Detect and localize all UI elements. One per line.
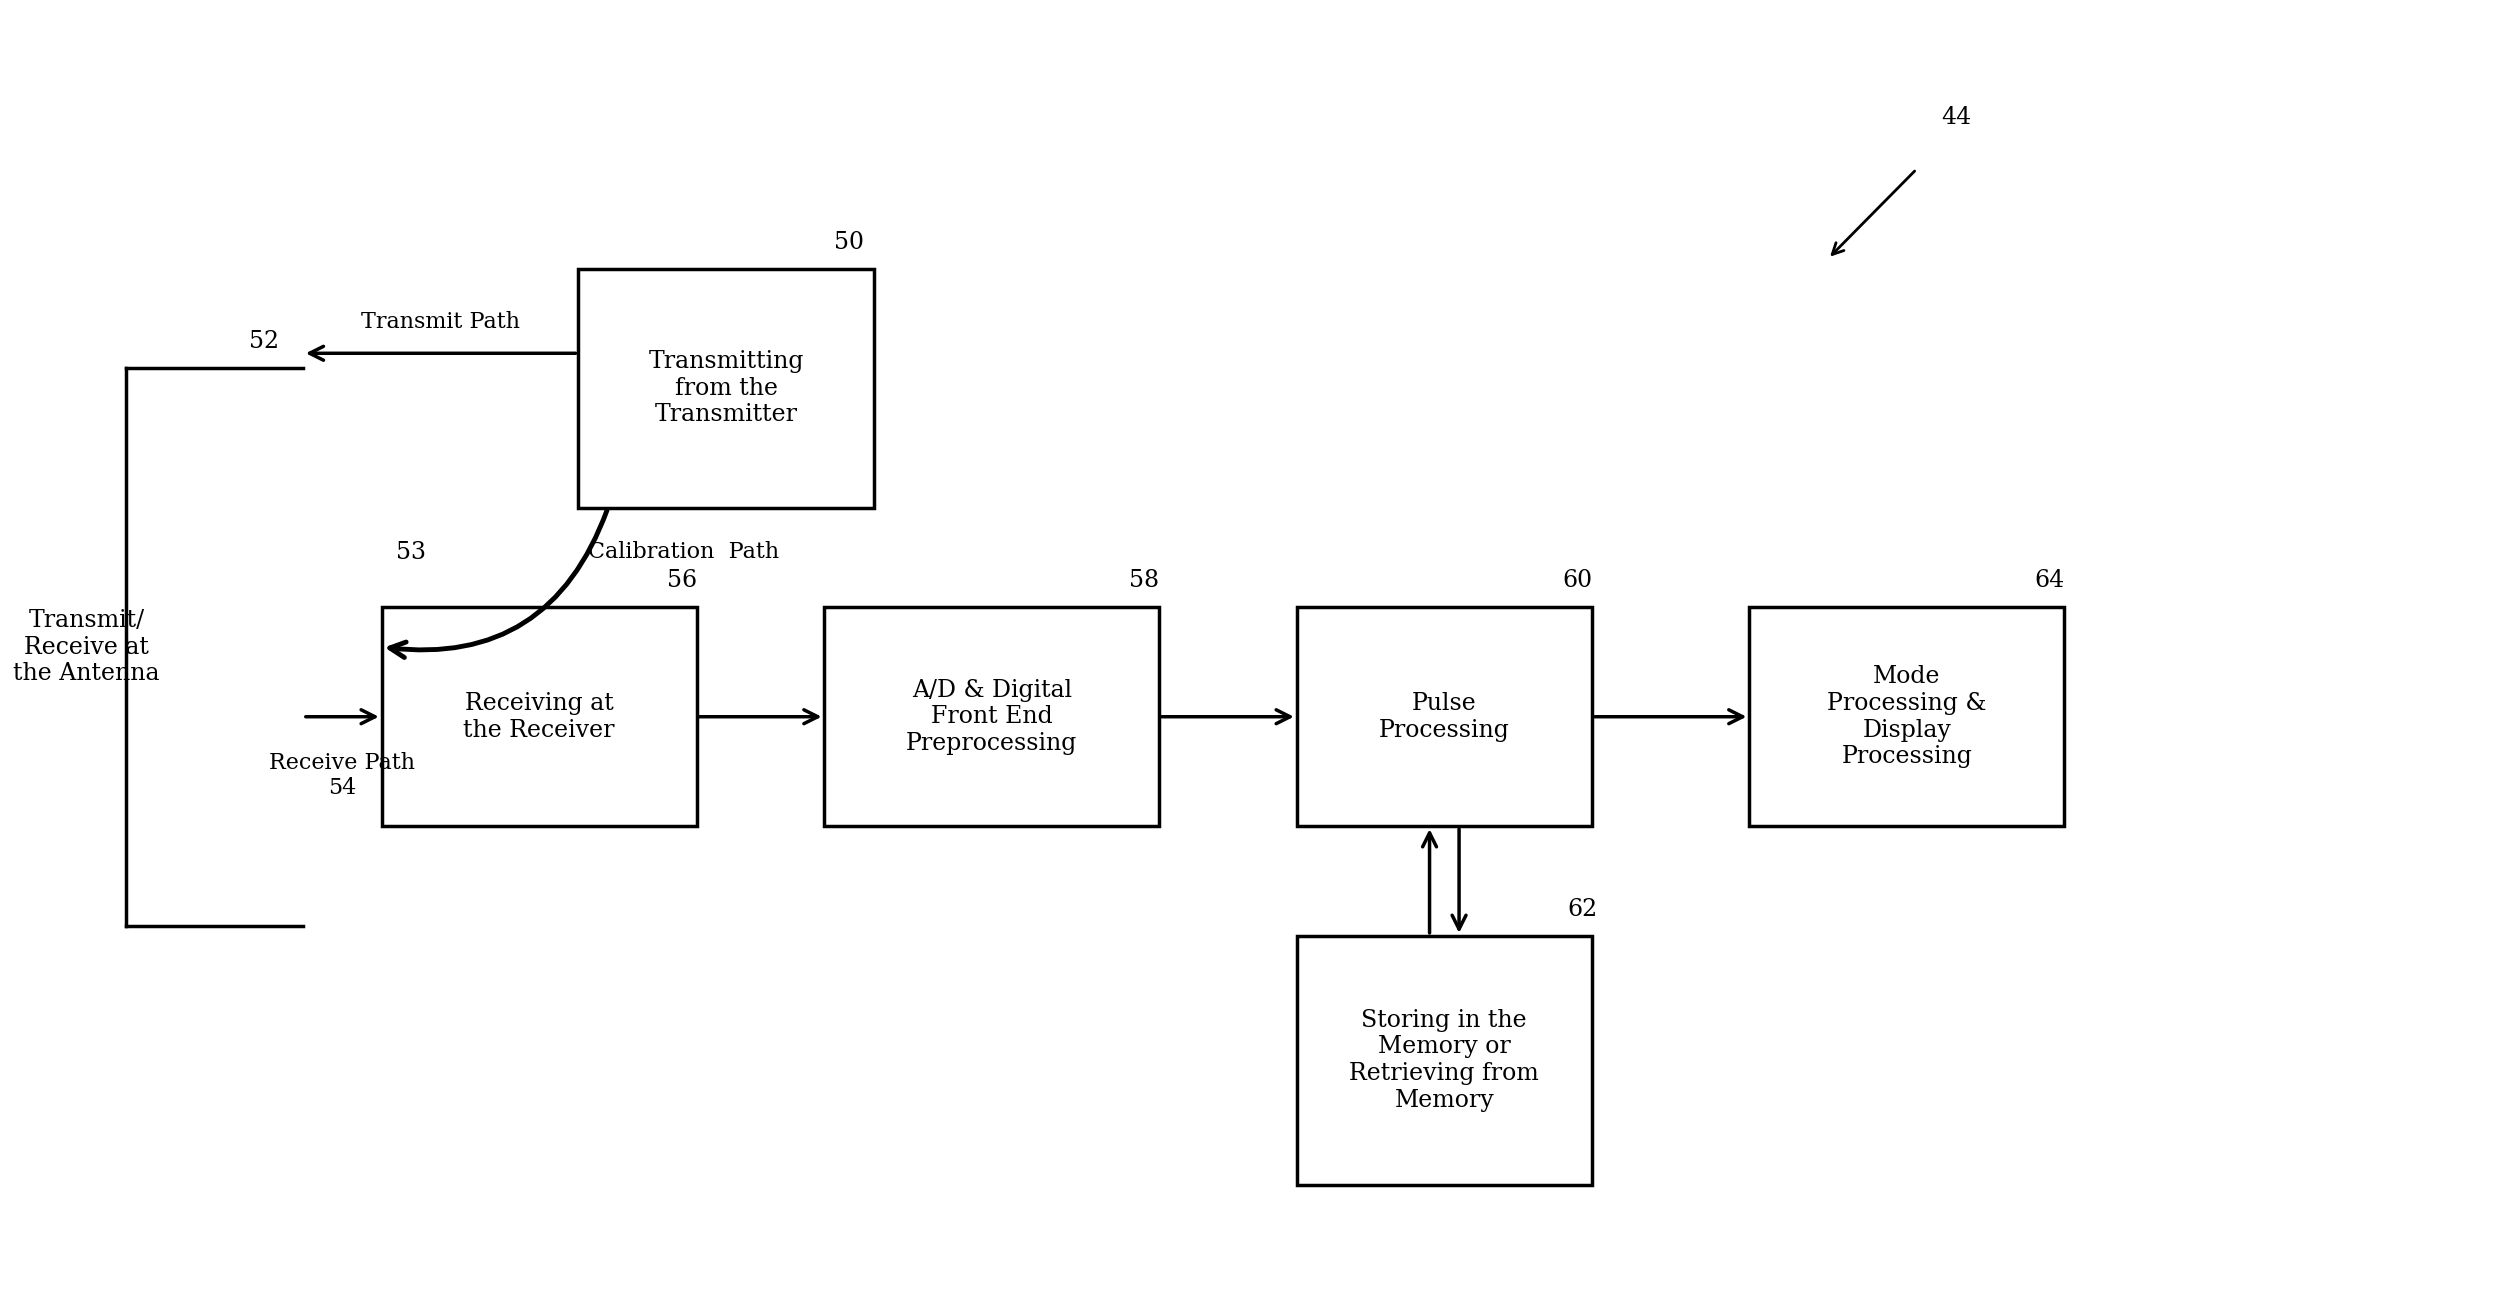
Bar — [1297, 936, 1591, 1184]
Text: Transmit Path: Transmit Path — [362, 311, 521, 333]
Bar — [826, 608, 1160, 826]
Text: Transmit/
Receive at
the Antenna: Transmit/ Receive at the Antenna — [12, 609, 160, 685]
Text: A/D & Digital
Front End
Preprocessing: A/D & Digital Front End Preprocessing — [905, 678, 1077, 755]
Text: 44: 44 — [1940, 106, 1970, 129]
Text: 58: 58 — [1130, 570, 1160, 592]
Text: Storing in the
Memory or
Retrieving from
Memory: Storing in the Memory or Retrieving from… — [1349, 1009, 1539, 1112]
Text: Transmitting
from the
Transmitter: Transmitting from the Transmitter — [648, 350, 803, 426]
Text: Receiving at
the Receiver: Receiving at the Receiver — [464, 691, 616, 741]
Text: 60: 60 — [1561, 570, 1594, 592]
Bar — [579, 269, 873, 507]
Text: 56: 56 — [666, 570, 698, 592]
Text: 62: 62 — [1566, 898, 1599, 921]
Bar — [1297, 608, 1591, 826]
Text: Mode
Processing &
Display
Processing: Mode Processing & Display Processing — [1828, 665, 1985, 769]
Text: 53: 53 — [397, 541, 426, 563]
Text: 64: 64 — [2035, 570, 2065, 592]
Text: Pulse
Processing: Pulse Processing — [1379, 691, 1509, 741]
Text: 52: 52 — [249, 331, 279, 353]
FancyArrowPatch shape — [389, 510, 606, 657]
Text: 50: 50 — [835, 231, 865, 254]
Bar — [382, 608, 696, 826]
Text: Calibration  Path: Calibration Path — [589, 541, 781, 563]
Text: Receive Path
54: Receive Path 54 — [269, 752, 416, 799]
Bar — [1748, 608, 2065, 826]
